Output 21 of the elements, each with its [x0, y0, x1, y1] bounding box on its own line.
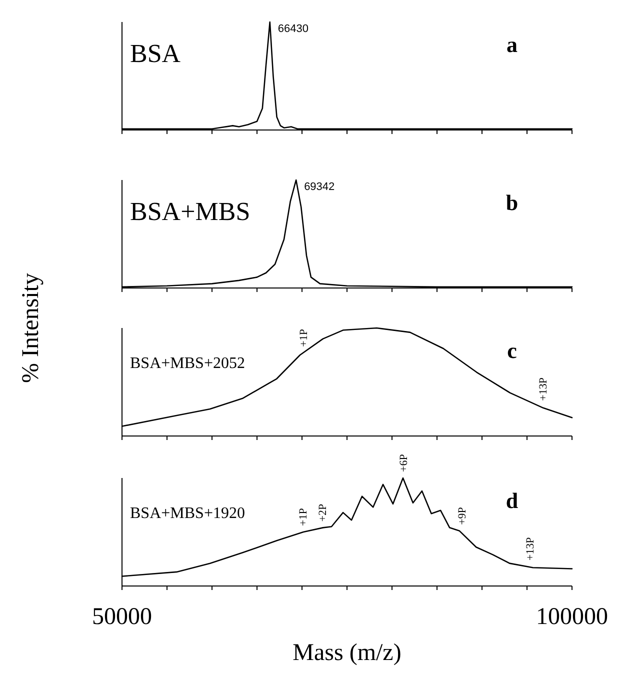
annotation: +1P [298, 508, 310, 526]
annotation: +1P [298, 329, 310, 347]
text: BSA+MBS+2052 [130, 355, 245, 372]
y-axis-title: % Intensity [18, 273, 44, 383]
annotation: +13P [524, 537, 537, 561]
x-tick-label: 100000 [536, 604, 608, 630]
x-tick-label: 50000 [92, 604, 152, 630]
annotation: +6P [398, 454, 410, 472]
annotation: 66430 [278, 23, 308, 35]
text: BSA+MBS [130, 197, 250, 226]
x-axis-title: Mass (m/z) [292, 640, 402, 666]
annotation: 69342 [304, 181, 335, 193]
annotation: d [506, 488, 518, 513]
annotation: a [506, 32, 518, 57]
annotation: c [507, 338, 518, 363]
text: BSA+MBS+1920 [130, 505, 245, 522]
annotation: b [506, 190, 518, 215]
annotation: +13P [537, 378, 550, 401]
text: BSA [130, 39, 181, 68]
annotation: +9P [456, 507, 468, 525]
annotation: +2P [316, 504, 329, 522]
